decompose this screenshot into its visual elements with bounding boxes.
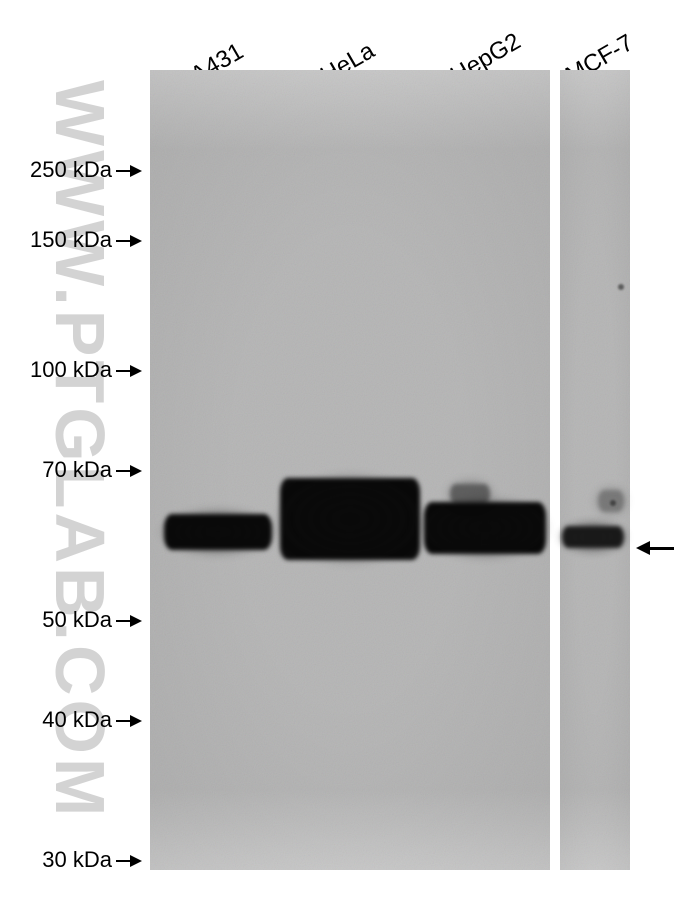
band — [450, 484, 490, 504]
marker-text: 100 kDa — [30, 357, 112, 383]
marker-label: 30 kDa — [0, 846, 142, 873]
marker-label: 50 kDa — [0, 606, 142, 633]
artifact-spot — [618, 284, 624, 290]
target-band-arrow — [636, 541, 674, 555]
arrow-right-icon — [116, 357, 142, 383]
marker-label: 250 kDa — [0, 156, 142, 183]
marker-text: 40 kDa — [42, 707, 112, 733]
marker-text: 50 kDa — [42, 607, 112, 633]
arrow-right-icon — [116, 457, 142, 483]
membrane-2 — [560, 70, 630, 870]
membrane-noise — [560, 70, 630, 870]
arrow-right-icon — [116, 157, 142, 183]
arrow-right-icon — [116, 227, 142, 253]
membrane-1 — [150, 70, 550, 870]
marker-label: 100 kDa — [0, 356, 142, 383]
artifact-spot — [610, 500, 616, 506]
marker-label: 150 kDa — [0, 226, 142, 253]
marker-text: 30 kDa — [42, 847, 112, 873]
band — [562, 526, 624, 548]
arrow-right-icon — [116, 847, 142, 873]
blot-area — [150, 70, 630, 870]
marker-text: 250 kDa — [30, 157, 112, 183]
arrow-head-icon — [636, 541, 650, 555]
arrow-right-icon — [116, 707, 142, 733]
membrane-noise — [150, 70, 550, 870]
band — [280, 478, 420, 560]
marker-text: 70 kDa — [42, 457, 112, 483]
western-blot-figure: WWW.PTGLAB.COM 250 kDa150 kDa100 kDa70 k… — [0, 0, 700, 903]
arrow-right-icon — [116, 607, 142, 633]
marker-label: 70 kDa — [0, 456, 142, 483]
marker-text: 150 kDa — [30, 227, 112, 253]
band — [164, 514, 272, 550]
arrow-shaft — [650, 547, 674, 550]
marker-label: 40 kDa — [0, 706, 142, 733]
